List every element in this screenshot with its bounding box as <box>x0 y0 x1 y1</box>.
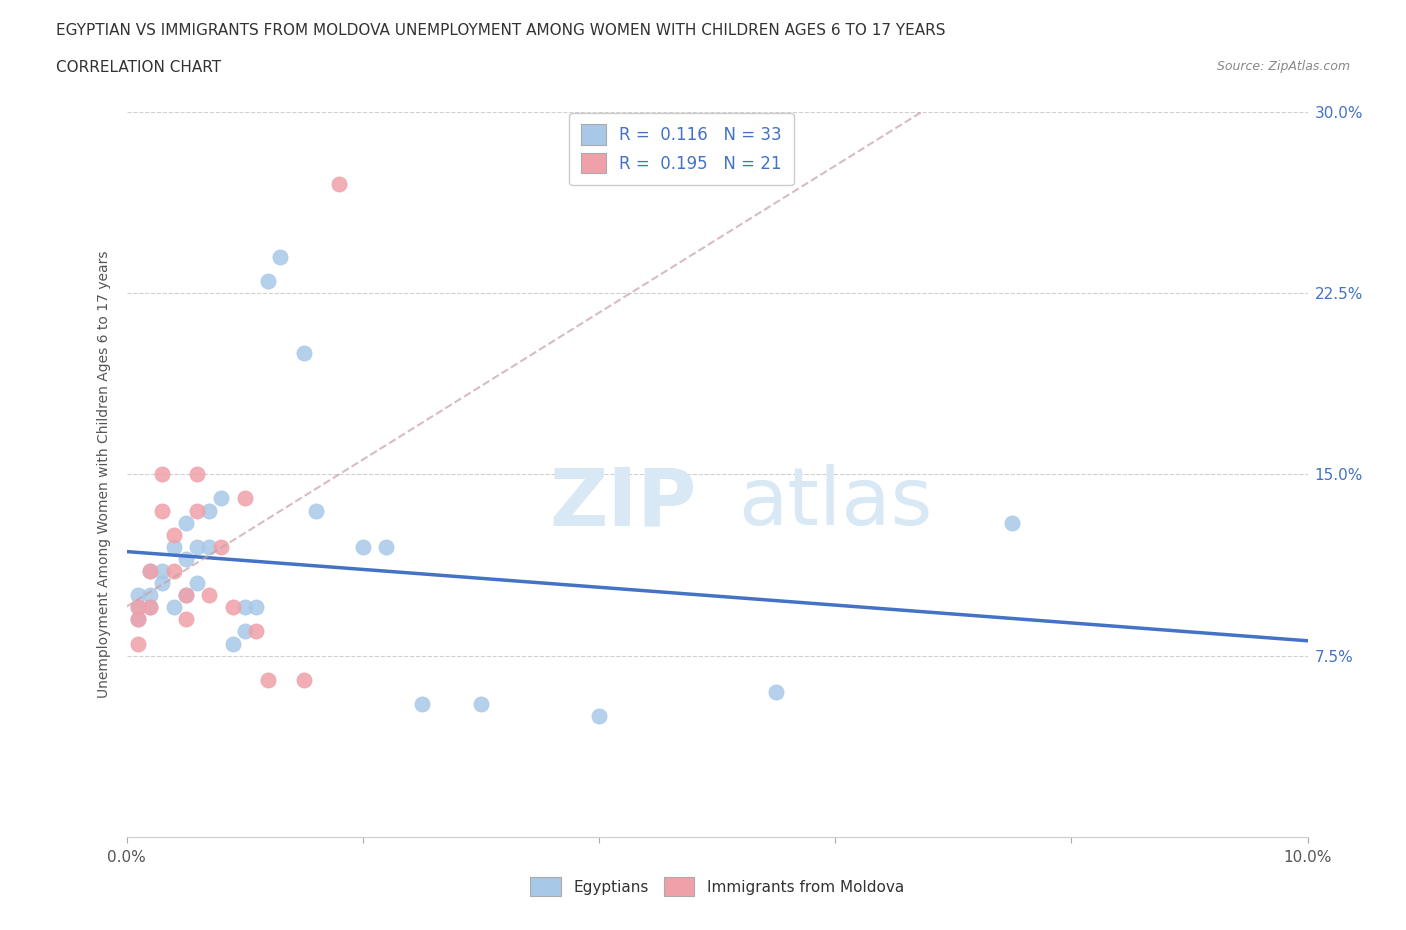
Point <box>470 697 492 711</box>
Point <box>198 588 221 603</box>
Text: CORRELATION CHART: CORRELATION CHART <box>56 60 221 75</box>
Point <box>328 177 350 192</box>
Point <box>257 273 280 288</box>
Point <box>174 612 197 627</box>
Point <box>233 624 256 639</box>
Point <box>150 576 173 591</box>
Point <box>375 539 398 554</box>
Text: ZIP: ZIP <box>548 464 696 542</box>
Point <box>257 672 280 687</box>
Point <box>139 564 162 578</box>
Point <box>127 600 149 615</box>
Point <box>186 503 208 518</box>
Point <box>163 539 186 554</box>
Point <box>209 491 232 506</box>
Point <box>150 564 173 578</box>
Point <box>222 600 245 615</box>
Point <box>163 527 186 542</box>
Text: Source: ZipAtlas.com: Source: ZipAtlas.com <box>1216 60 1350 73</box>
Point <box>352 539 374 554</box>
Point <box>1001 515 1024 530</box>
Point <box>765 684 787 699</box>
Point <box>127 612 149 627</box>
Text: atlas: atlas <box>738 464 932 542</box>
Point <box>174 588 197 603</box>
Point <box>163 600 186 615</box>
Point <box>127 636 149 651</box>
Point <box>127 612 149 627</box>
Text: EGYPTIAN VS IMMIGRANTS FROM MOLDOVA UNEMPLOYMENT AMONG WOMEN WITH CHILDREN AGES : EGYPTIAN VS IMMIGRANTS FROM MOLDOVA UNEM… <box>56 23 946 38</box>
Point <box>233 600 256 615</box>
Point <box>245 624 267 639</box>
Point <box>174 588 197 603</box>
Point <box>163 564 186 578</box>
Point <box>174 551 197 566</box>
Point <box>588 709 610 724</box>
Point <box>269 249 291 264</box>
Point <box>209 539 232 554</box>
Point <box>222 636 245 651</box>
Point <box>186 539 208 554</box>
Point <box>233 491 256 506</box>
Point <box>139 588 162 603</box>
Point <box>186 576 208 591</box>
Point <box>304 503 326 518</box>
Legend: Egyptians, Immigrants from Moldova: Egyptians, Immigrants from Moldova <box>524 871 910 902</box>
Point <box>127 588 149 603</box>
Point <box>411 697 433 711</box>
Y-axis label: Unemployment Among Women with Children Ages 6 to 17 years: Unemployment Among Women with Children A… <box>97 250 111 698</box>
Point <box>127 600 149 615</box>
Point <box>198 503 221 518</box>
Point <box>292 672 315 687</box>
Point <box>292 346 315 361</box>
Point <box>198 539 221 554</box>
Point <box>139 600 162 615</box>
Point <box>150 503 173 518</box>
Point <box>245 600 267 615</box>
Point <box>139 564 162 578</box>
Point <box>186 467 208 482</box>
Point <box>139 600 162 615</box>
Point <box>174 515 197 530</box>
Point <box>150 467 173 482</box>
